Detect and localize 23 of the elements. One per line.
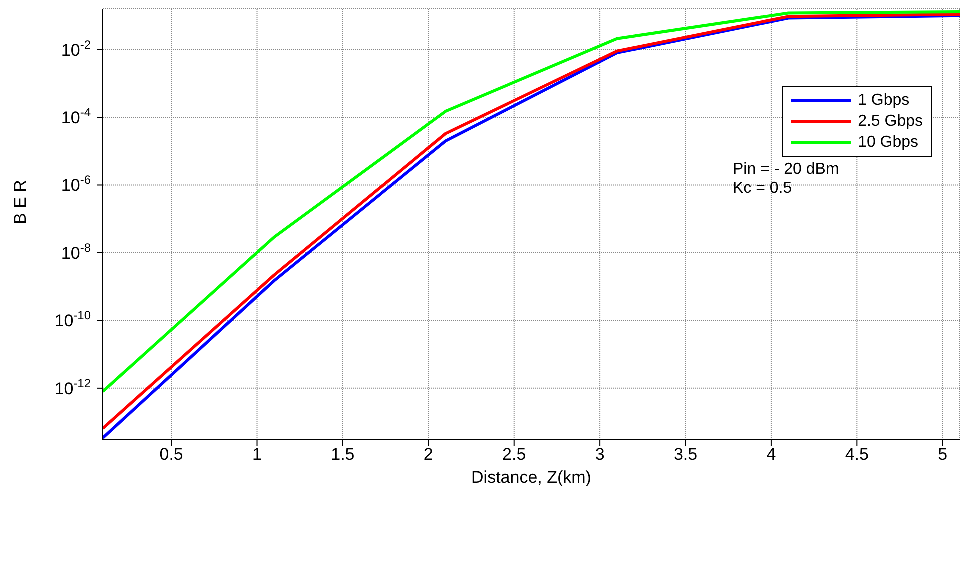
- annotation: Kc = 0.5: [733, 179, 794, 198]
- x-tick-label: 1.5: [331, 445, 355, 464]
- y-tick-label: 10$^{-10}$: [54, 308, 92, 331]
- x-tick-label: 0.5: [160, 445, 184, 464]
- x-tick-label: 3.5: [674, 445, 698, 464]
- x-tick-label: 1: [252, 445, 262, 464]
- x-tick-label: 3: [595, 445, 605, 464]
- legend-label: 1 Gbps: [858, 92, 910, 110]
- y-tick-label: 10$^{-2}$: [61, 38, 92, 60]
- legend-label: 10 Gbps: [858, 134, 919, 152]
- x-tick-label: 5: [938, 445, 948, 464]
- y-tick-label: 10$^{-8}$: [61, 240, 92, 263]
- x-tick-label: 4.5: [845, 445, 869, 464]
- y-axis-title: B E R: [11, 180, 30, 224]
- y-tick-label: 10$^{-4}$: [61, 106, 92, 128]
- x-tick-label: 4: [766, 445, 776, 464]
- x-tick-label: 2: [424, 445, 434, 464]
- annotation: Pin = - 20 dBm: [733, 160, 840, 179]
- x-axis-title: Distance, Z(km): [472, 468, 592, 487]
- y-tick-label: 10$^{-12}$: [54, 376, 92, 398]
- legend-label: 2.5 Gbps: [858, 112, 923, 130]
- y-tick-label: 10$^{-6}$: [61, 173, 92, 196]
- x-tick-label: 2.5: [502, 445, 526, 464]
